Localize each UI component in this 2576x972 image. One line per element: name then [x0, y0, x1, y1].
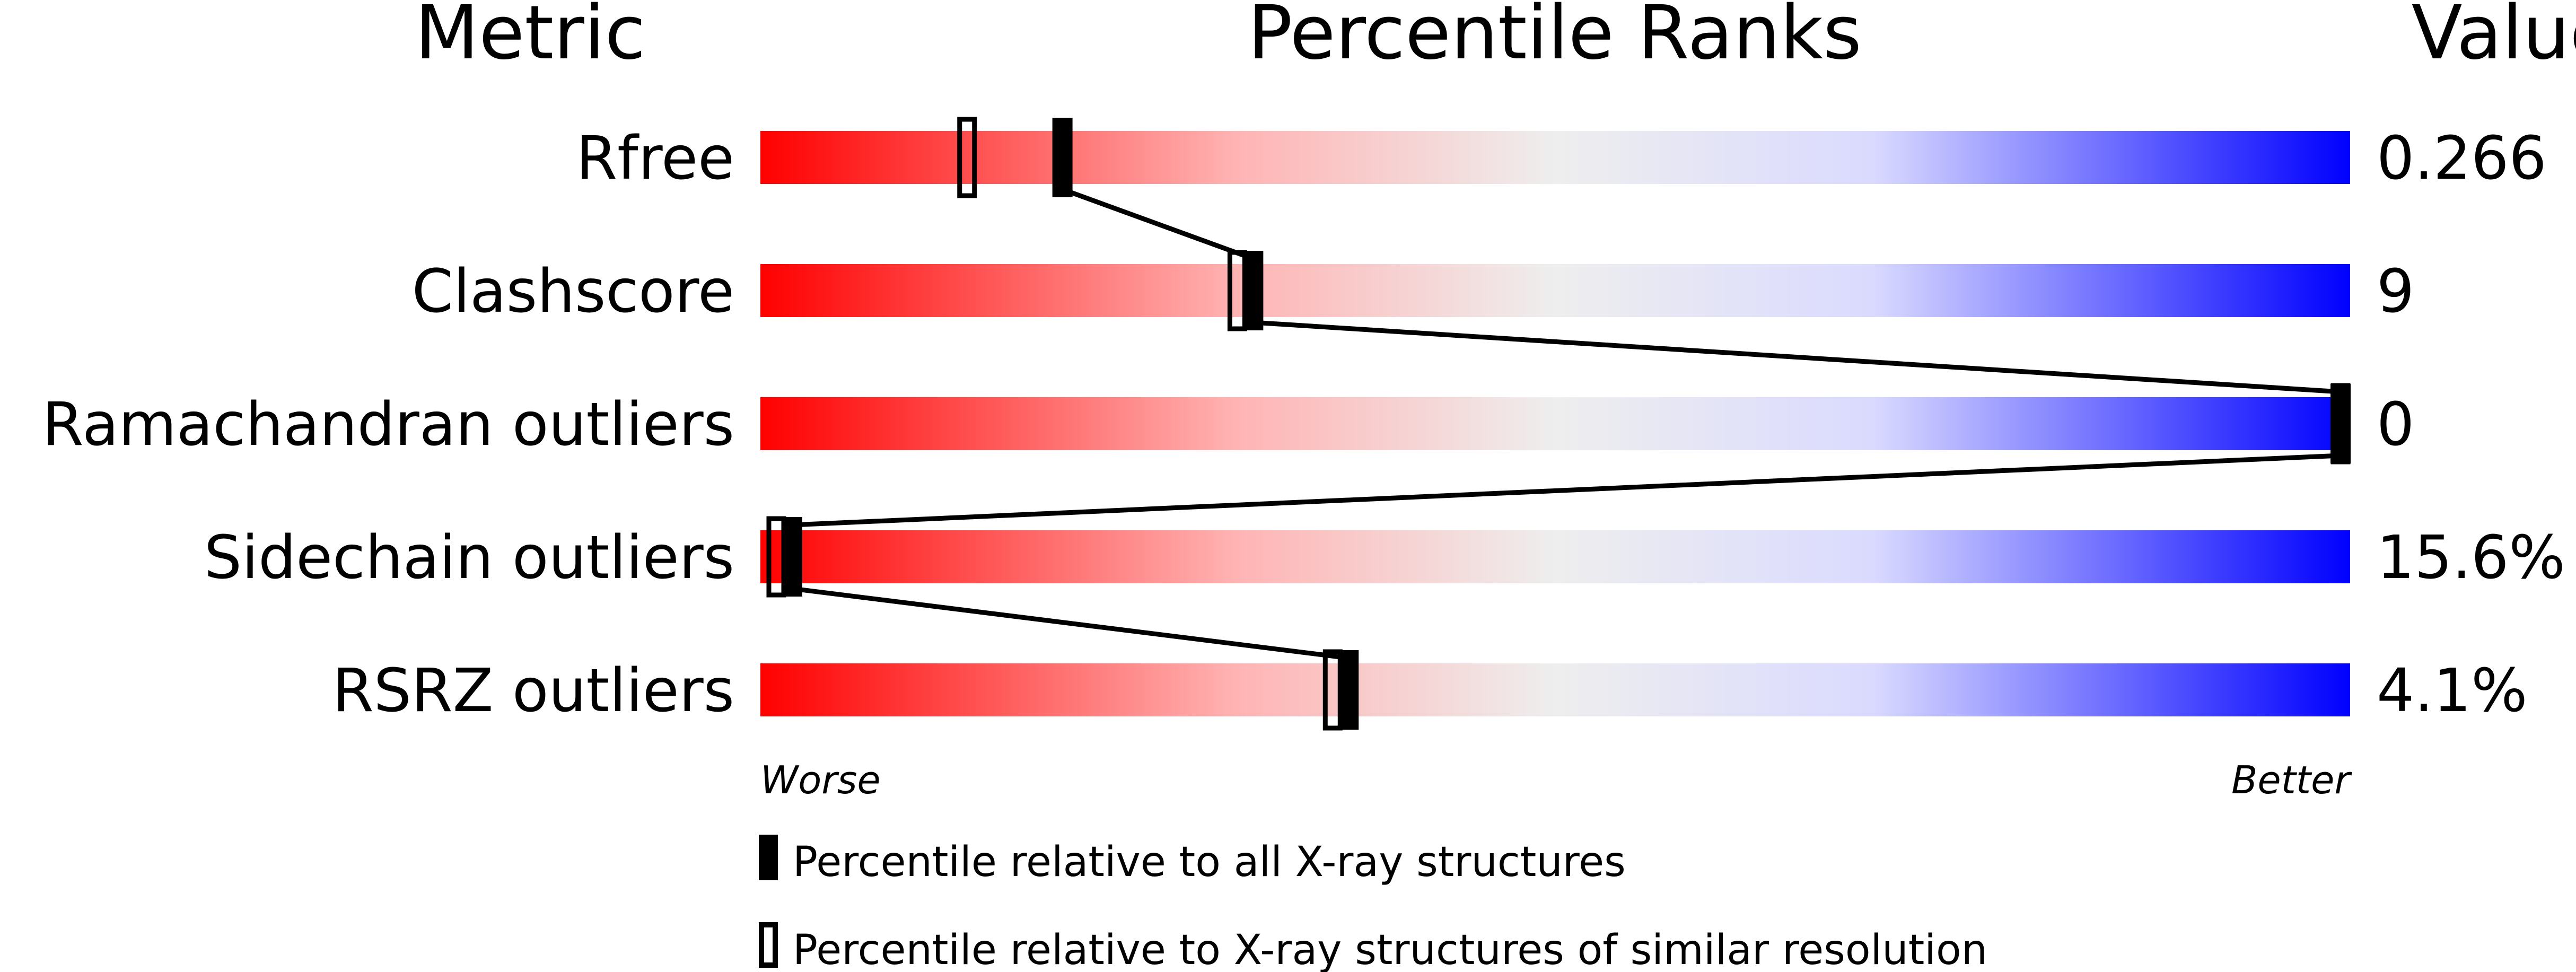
similar-resolution-marker [957, 117, 977, 198]
metric-label: Rfree [576, 124, 734, 193]
legend-filled-marker-icon [759, 835, 778, 880]
percentile-bar [760, 264, 2350, 317]
metric-label: Clashscore [412, 257, 734, 326]
connector-line [792, 586, 1349, 661]
metric-label: Ramachandran outliers [42, 390, 734, 459]
header-percentile-ranks: Percentile Ranks [1248, 0, 1862, 76]
legend-label-all: Percentile relative to all X-ray structu… [793, 838, 1626, 886]
connector-line [1062, 187, 1254, 261]
all-structures-marker [1338, 650, 1359, 730]
axis-label-worse: Worse [760, 758, 881, 802]
legend-label-similar: Percentile relative to X-ray structures … [793, 926, 1987, 972]
percentile-bar [760, 663, 2350, 716]
metric-value: 15.6% [2377, 523, 2565, 592]
all-structures-marker [1052, 118, 1073, 197]
all-structures-marker [1243, 251, 1264, 330]
header-value: Value [2412, 0, 2576, 76]
metric-value: 0 [2377, 390, 2414, 459]
percentile-bar [760, 131, 2350, 184]
percentile-bar [760, 530, 2350, 583]
all-structures-marker [2330, 384, 2351, 463]
legend-open-marker-icon [759, 922, 778, 968]
all-structures-marker [782, 517, 802, 597]
connector-line [1253, 320, 2341, 395]
metric-value: 0.266 [2377, 124, 2547, 193]
axis-label-better: Better [2231, 758, 2352, 802]
header-metric: Metric [415, 0, 645, 76]
metric-value: 4.1% [2377, 656, 2528, 725]
metric-value: 9 [2377, 257, 2414, 326]
metric-label: Sidechain outliers [204, 523, 734, 592]
percentile-bar [760, 397, 2350, 450]
connector-line [792, 453, 2341, 528]
metric-label: RSRZ outliers [332, 656, 734, 725]
